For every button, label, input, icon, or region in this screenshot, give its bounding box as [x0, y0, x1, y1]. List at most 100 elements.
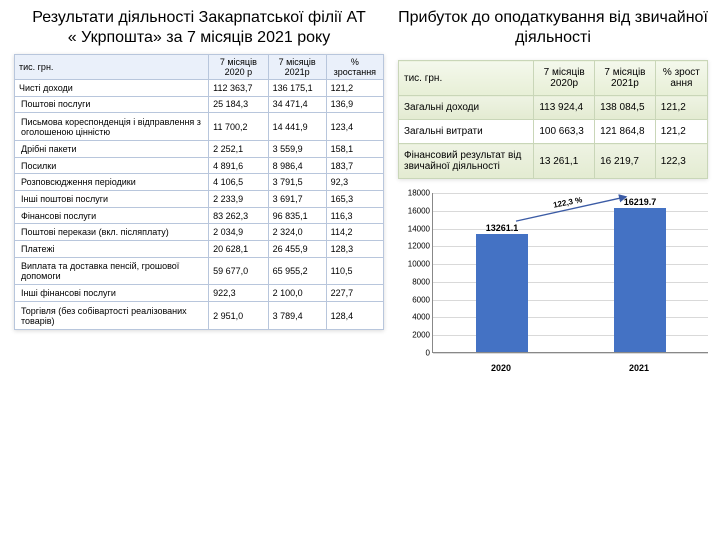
row-value: 114,2 — [326, 224, 383, 241]
row-label: Дрібні пакети — [15, 141, 209, 158]
table-row: Посилки4 891,68 986,4183,7 — [15, 157, 384, 174]
row-value: 14 441,9 — [268, 113, 326, 141]
growth-arrow-icon — [433, 193, 709, 353]
row-value: 138 084,5 — [595, 96, 656, 120]
row-label: Посилки — [15, 157, 209, 174]
table-row: Поштові послуги25 184,334 471,4136,9 — [15, 96, 384, 113]
left-title: Результати діяльності Закарпатської філі… — [14, 8, 384, 48]
y-tick: 2000 — [412, 331, 430, 340]
table-row: Торгівля (без собівартості реалізованих … — [15, 302, 384, 330]
row-value: 8 986,4 — [268, 157, 326, 174]
row-value: 34 471,4 — [268, 96, 326, 113]
y-tick: 14000 — [408, 224, 430, 233]
row-value: 3 789,4 — [268, 302, 326, 330]
table-row: Розповсюдження періодики4 106,53 791,592… — [15, 174, 384, 191]
row-value: 121 864,8 — [595, 120, 656, 144]
row-value: 83 262,3 — [209, 207, 268, 224]
row-value: 136 175,1 — [268, 80, 326, 97]
table-row: Поштові перекази (вкл. післяплату)2 034,… — [15, 224, 384, 241]
row-value: 136,9 — [326, 96, 383, 113]
row-value: 2 100,0 — [268, 285, 326, 302]
blue-h0: тис. грн. — [15, 55, 209, 80]
table-row: Загальні витрати100 663,3121 864,8121,2 — [399, 120, 708, 144]
results-table: тис. грн. 7 місяців 2020 р 7 місяців 202… — [14, 54, 384, 305]
right-title: Прибуток до оподаткування від звичайної … — [398, 8, 708, 48]
row-value: 121,2 — [655, 96, 707, 120]
x-label: 2020 — [491, 363, 511, 373]
summary-table: тис. грн. 7 місяців 2020р 7 місяців 2021… — [398, 60, 708, 179]
row-value: 121,2 — [655, 120, 707, 144]
profit-chart: 0200040006000800010000120001400016000180… — [398, 193, 708, 373]
y-tick: 10000 — [408, 260, 430, 269]
row-value: 96 835,1 — [268, 207, 326, 224]
row-label: Інші фінансові послуги — [15, 285, 209, 302]
row-value: 65 955,2 — [268, 257, 326, 285]
row-value: 20 628,1 — [209, 241, 268, 258]
row-label: Розповсюдження періодики — [15, 174, 209, 191]
row-label: Інші поштові послуги — [15, 191, 209, 208]
row-value: 2 034,9 — [209, 224, 268, 241]
table-row: Фінансовий результат від звичайної діяль… — [399, 144, 708, 179]
row-label: Чисті доходи — [15, 80, 209, 97]
table-row: Чисті доходи112 363,7136 175,1121,2 — [15, 80, 384, 97]
row-label: Виплата та доставка пенсій, грошової доп… — [15, 257, 209, 285]
row-label: Загальні витрати — [399, 120, 534, 144]
y-tick: 4000 — [412, 313, 430, 322]
row-value: 100 663,3 — [534, 120, 595, 144]
table-row: Інші фінансові послуги922,32 100,0227,7 — [15, 285, 384, 302]
y-tick: 12000 — [408, 242, 430, 251]
blue-h3: % зростання — [326, 55, 383, 80]
row-value: 113 924,4 — [534, 96, 595, 120]
green-h2: 7 місяців 2021р — [595, 61, 656, 96]
table-row: Фінансові послуги83 262,396 835,1116,3 — [15, 207, 384, 224]
row-value: 183,7 — [326, 157, 383, 174]
row-label: Торгівля (без собівартості реалізованих … — [15, 302, 209, 330]
table-row: Виплата та доставка пенсій, грошової доп… — [15, 257, 384, 285]
x-label: 2021 — [629, 363, 649, 373]
row-value: 3 791,5 — [268, 174, 326, 191]
row-value: 11 700,2 — [209, 113, 268, 141]
table-row: Загальні доходи113 924,4138 084,5121,2 — [399, 96, 708, 120]
row-value: 128,4 — [326, 302, 383, 330]
y-tick: 16000 — [408, 206, 430, 215]
row-value: 123,4 — [326, 113, 383, 141]
green-h0: тис. грн. — [399, 61, 534, 96]
row-value: 2 233,9 — [209, 191, 268, 208]
row-label: Письмова кореспонденція і відправлення з… — [15, 113, 209, 141]
table-row: Платежі20 628,126 455,9128,3 — [15, 241, 384, 258]
row-label: Платежі — [15, 241, 209, 258]
row-label: Загальні доходи — [399, 96, 534, 120]
row-value: 4 106,5 — [209, 174, 268, 191]
row-label: Поштові послуги — [15, 96, 209, 113]
row-value: 128,3 — [326, 241, 383, 258]
blue-h2: 7 місяців 2021р — [268, 55, 326, 80]
row-label: Поштові перекази (вкл. післяплату) — [15, 224, 209, 241]
green-h3: % зрост ання — [655, 61, 707, 96]
y-tick: 0 — [426, 349, 430, 358]
row-value: 26 455,9 — [268, 241, 326, 258]
green-h1: 7 місяців 2020р — [534, 61, 595, 96]
y-tick: 8000 — [412, 277, 430, 286]
row-label: Фінансовий результат від звичайної діяль… — [399, 144, 534, 179]
row-value: 112 363,7 — [209, 80, 268, 97]
y-tick: 18000 — [408, 189, 430, 198]
row-value: 116,3 — [326, 207, 383, 224]
row-label: Фінансові послуги — [15, 207, 209, 224]
row-value: 25 184,3 — [209, 96, 268, 113]
row-value: 2 324,0 — [268, 224, 326, 241]
row-value: 227,7 — [326, 285, 383, 302]
row-value: 922,3 — [209, 285, 268, 302]
row-value: 2 252,1 — [209, 141, 268, 158]
row-value: 165,3 — [326, 191, 383, 208]
row-value: 122,3 — [655, 144, 707, 179]
row-value: 3 559,9 — [268, 141, 326, 158]
row-value: 4 891,6 — [209, 157, 268, 174]
row-value: 3 691,7 — [268, 191, 326, 208]
row-value: 110,5 — [326, 257, 383, 285]
y-tick: 6000 — [412, 295, 430, 304]
row-value: 121,2 — [326, 80, 383, 97]
row-value: 158,1 — [326, 141, 383, 158]
row-value: 2 951,0 — [209, 302, 268, 330]
table-row: Письмова кореспонденція і відправлення з… — [15, 113, 384, 141]
row-value: 13 261,1 — [534, 144, 595, 179]
